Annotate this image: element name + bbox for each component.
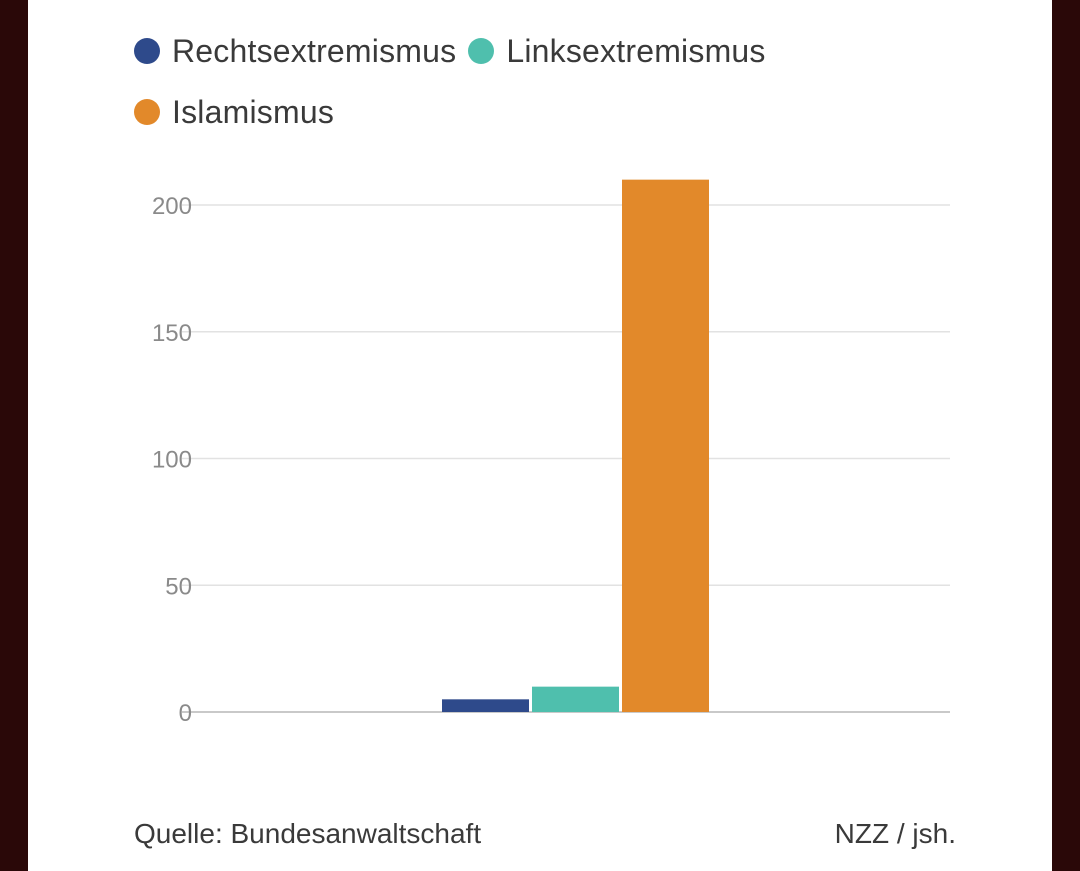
- grid-layer: 0 50 100 150 200: [152, 193, 950, 727]
- legend-dot-linksextremismus: [468, 38, 495, 64]
- y-tick-label-50: 50: [165, 573, 192, 600]
- y-tick-label-150: 150: [152, 320, 192, 347]
- bar-layer: [442, 179, 709, 712]
- legend-dot-rechtsextremismus: [134, 38, 160, 64]
- credit-note: NZZ / jsh.: [834, 818, 956, 849]
- bar-chart: 0 50 100 150 200: [152, 179, 950, 727]
- chart-panel: Rechtsextremismus Linksextremismus Islam…: [28, 0, 1052, 871]
- bar-islamismus: [622, 179, 709, 712]
- legend-row-1: Rechtsextremismus Linksextremismus: [134, 31, 778, 71]
- bar-rechtsextremismus: [442, 699, 529, 712]
- y-tick-label-200: 200: [152, 193, 192, 220]
- y-tick-label-100: 100: [152, 447, 192, 474]
- legend-item-rechtsextremismus: Rechtsextremismus: [134, 33, 456, 70]
- legend-row-2: Islamismus: [134, 92, 346, 132]
- legend-dot-islamismus: [134, 99, 160, 125]
- bar-linksextremismus: [532, 686, 619, 712]
- legend-label-linksextremismus: Linksextremismus: [506, 32, 766, 69]
- legend-item-islamismus: Islamismus: [134, 94, 334, 131]
- source-note: Quelle: Bundesanwaltschaft: [134, 818, 482, 849]
- legend-label-islamismus: Islamismus: [172, 93, 335, 130]
- y-tick-label-0: 0: [179, 700, 192, 727]
- legend-label-rechtsextremismus: Rechtsextremismus: [172, 32, 457, 69]
- legend-item-linksextremismus: Linksextremismus: [468, 33, 765, 70]
